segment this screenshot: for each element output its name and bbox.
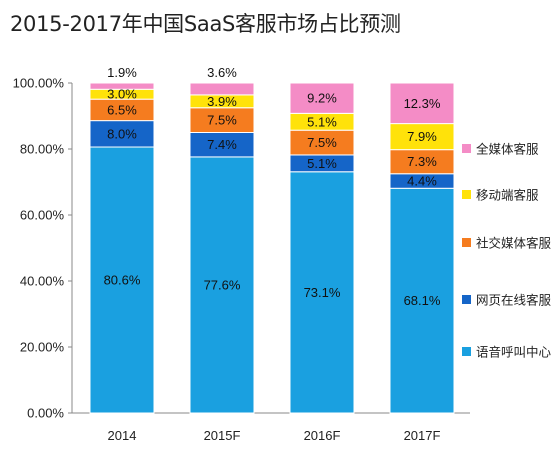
data-label: 3.6% bbox=[207, 65, 237, 80]
bar-segment bbox=[89, 146, 155, 414]
data-label: 5.1% bbox=[307, 114, 337, 129]
legend-swatch bbox=[462, 295, 471, 304]
bar-segment bbox=[189, 82, 255, 96]
data-label: 9.2% bbox=[307, 91, 337, 106]
bar-segment bbox=[389, 187, 455, 414]
legend-label: 语音呼叫中心 bbox=[476, 345, 552, 360]
bar-segment bbox=[289, 171, 355, 414]
data-label: 7.4% bbox=[207, 137, 237, 152]
x-tick-label: 2014 bbox=[108, 428, 137, 443]
legend-swatch bbox=[462, 144, 471, 153]
legend-swatch bbox=[462, 347, 471, 356]
legend-swatch bbox=[462, 238, 471, 247]
bar-segment bbox=[89, 82, 155, 90]
data-label: 7.9% bbox=[407, 129, 437, 144]
bar-segment bbox=[189, 107, 255, 133]
y-tick-label: 40.00% bbox=[20, 274, 65, 289]
legend-label: 网页在线客服 bbox=[476, 293, 552, 308]
data-label: 5.1% bbox=[307, 156, 337, 171]
data-label: 3.0% bbox=[107, 87, 137, 102]
legend-label: 全媒体客服 bbox=[476, 142, 539, 157]
y-tick-label: 60.00% bbox=[20, 208, 65, 223]
x-tick-label: 2015F bbox=[204, 428, 241, 443]
y-tick-label: 0.00% bbox=[27, 406, 64, 421]
y-tick-label: 20.00% bbox=[20, 340, 65, 355]
legend-label: 移动端客服 bbox=[476, 188, 539, 203]
bar-segment bbox=[189, 156, 255, 414]
data-label: 68.1% bbox=[404, 293, 441, 308]
data-label: 7.3% bbox=[407, 154, 437, 169]
data-label: 12.3% bbox=[404, 96, 441, 111]
data-label: 8.0% bbox=[107, 126, 137, 141]
data-label: 7.5% bbox=[207, 113, 237, 128]
bar-segment bbox=[389, 123, 455, 151]
y-tick-label: 100.00% bbox=[13, 76, 65, 91]
bar-segment bbox=[89, 120, 155, 148]
bar-segment bbox=[389, 82, 455, 125]
bar-segment bbox=[189, 132, 255, 158]
x-tick-label: 2016F bbox=[304, 428, 341, 443]
legend-swatch bbox=[462, 190, 471, 199]
bar-segment bbox=[289, 129, 355, 156]
bar-segment bbox=[289, 82, 355, 114]
y-tick-label: 80.00% bbox=[20, 142, 65, 157]
data-label: 73.1% bbox=[304, 285, 341, 300]
data-label: 4.4% bbox=[407, 174, 437, 189]
data-label: 6.5% bbox=[107, 102, 137, 117]
legend-label: 社交媒体客服 bbox=[476, 236, 552, 251]
chart-title: 2015-2017年中国SaaS客服市场占比预测 bbox=[10, 12, 401, 36]
bar-segment bbox=[389, 149, 455, 175]
data-label: 1.9% bbox=[107, 65, 137, 80]
x-tick-label: 2017F bbox=[404, 428, 441, 443]
data-label: 7.5% bbox=[307, 135, 337, 150]
data-label: 3.9% bbox=[207, 94, 237, 109]
data-label: 77.6% bbox=[204, 277, 241, 292]
data-label: 80.6% bbox=[104, 273, 141, 288]
